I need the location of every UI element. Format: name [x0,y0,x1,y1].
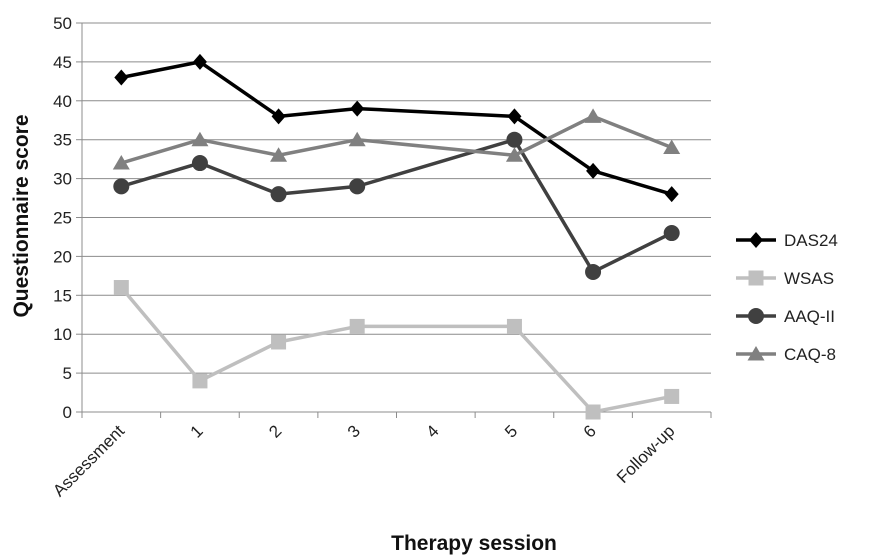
y-tick-label: 30 [53,170,72,189]
x-tick-label: 6 [580,421,600,441]
x-tick-label: 4 [423,421,443,441]
y-tick-label: 35 [53,131,72,150]
y-tick-label: 0 [63,403,72,422]
x-tick-label: Assessment [49,421,128,500]
data-point-aaq-ii [191,155,208,172]
gridlines [82,22,711,374]
x-tick-label: 5 [501,421,521,441]
data-point-das24 [507,108,522,125]
data-point-das24 [350,100,365,117]
data-point-das24 [114,69,129,86]
legend-label: CAQ-8 [784,345,836,364]
data-point-caq-8 [348,131,366,147]
data-point-caq-8 [270,147,288,162]
legend-marker [748,270,764,286]
y-axis-title: Questionnaire score [10,114,33,317]
x-tick-labels: Assessment 1 2 3 4 5 6 Follow-up [49,421,678,500]
data-point-aaq-ii [506,131,523,148]
y-tick-label: 45 [53,53,72,72]
data-point-caq-8 [112,155,130,170]
data-point-aaq-ii [663,225,680,242]
data-point-caq-8 [191,131,209,147]
y-tick-labels: 0 5 10 15 20 25 30 35 40 45 50 [53,14,72,422]
data-point-das24 [271,108,286,125]
legend-label: WSAS [784,269,834,288]
data-point-aaq-ii [113,178,130,195]
data-point-wsas [271,334,287,350]
data-point-wsas [664,388,680,404]
data-point-caq-8 [663,139,681,154]
data-point-aaq-ii [585,263,602,280]
data-point-wsas [349,318,365,334]
y-tick-label: 20 [53,247,72,266]
legend-label: DAS24 [784,231,838,250]
data-point-wsas [585,404,601,420]
data-point-wsas [506,318,522,334]
x-tick-label: 1 [187,421,207,441]
data-point-aaq-ii [270,186,287,203]
y-tick-label: 15 [53,286,72,305]
legend-label: AAQ-II [784,307,835,326]
data-point-das24 [664,186,679,203]
y-tick-label: 40 [53,92,72,111]
x-tick-label: 2 [265,421,285,441]
series-layer [112,53,681,420]
data-point-caq-8 [584,108,602,123]
data-point-wsas [192,373,208,389]
x-axis-title: Therapy session [391,532,557,555]
y-tick-label: 50 [53,14,72,33]
legend-marker [749,232,763,248]
x-tick-label: Follow-up [613,421,679,487]
data-point-caq-8 [505,147,523,162]
legend-marker [748,308,764,324]
axes [76,22,712,418]
data-point-das24 [586,162,601,179]
data-point-das24 [192,53,207,70]
series-line-wsas [119,286,673,414]
legend: DAS24 WSAS AAQ-II CAQ-8 [736,231,838,364]
legend-marker [747,346,765,361]
y-tick-label: 25 [53,209,72,228]
y-tick-label: 10 [53,325,72,344]
data-point-wsas [113,280,129,296]
x-tick-label: 3 [344,421,364,441]
data-point-aaq-ii [349,178,366,195]
y-tick-label: 5 [63,364,72,383]
